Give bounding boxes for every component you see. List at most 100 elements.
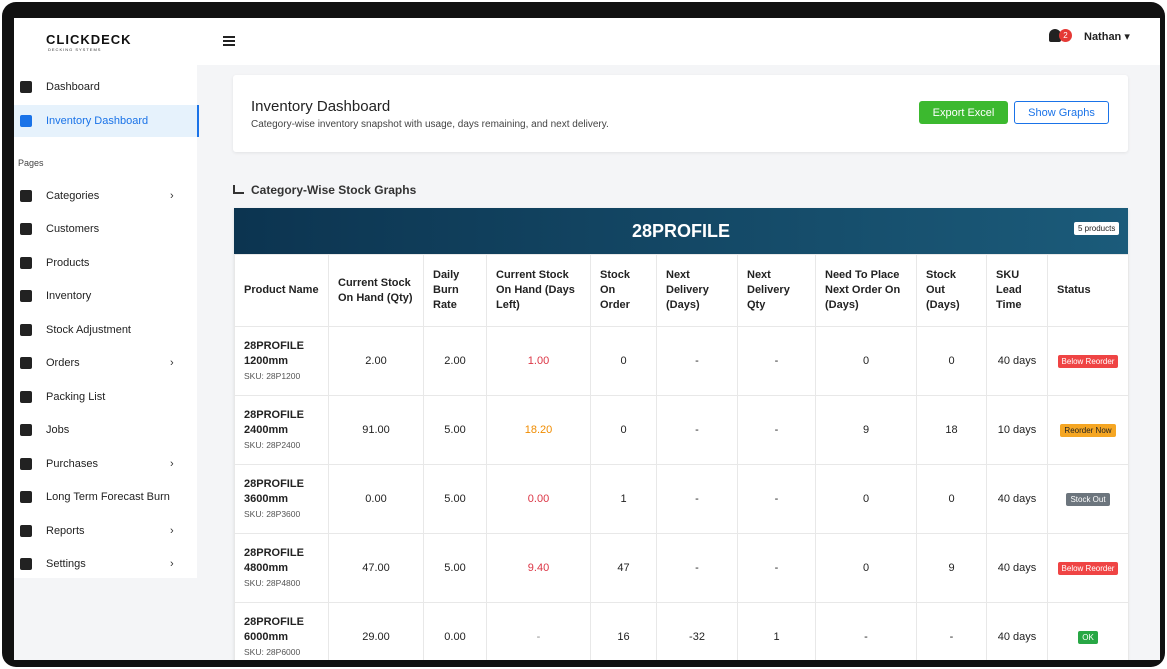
nav-icon <box>20 424 32 437</box>
nav-icon <box>20 357 32 370</box>
nav-label: Purchases <box>46 457 98 470</box>
product-sku: SKU: 28P1200 <box>244 370 301 381</box>
table-cell: - <box>737 533 816 603</box>
table-cell: 5.00 <box>423 395 487 465</box>
product-cell: 28PROFILE 4800mm SKU: 28P4800 <box>234 533 329 603</box>
user-menu[interactable]: Nathan ▾ <box>1084 31 1130 43</box>
nav-item[interactable]: Stock Adjustment <box>14 314 197 346</box>
nav-item[interactable]: Inventory Dashboard <box>14 105 199 137</box>
nav-icon <box>20 190 32 202</box>
nav-icon <box>20 491 32 504</box>
nav-icon <box>20 256 32 269</box>
column-header: SKU Lead Time <box>986 254 1048 327</box>
product-cell: 28PROFILE 6000mm SKU: 28P6000 <box>234 602 329 660</box>
nav-label: Packing List <box>46 390 106 403</box>
nav-label: Inventory <box>46 290 92 303</box>
table-cell: 1 <box>737 602 816 660</box>
table-cell: - <box>815 602 917 660</box>
nav-item[interactable]: Settings › <box>14 548 197 580</box>
column-header: Next Delivery (Days) <box>656 254 738 327</box>
column-header: Daily Burn Rate <box>423 254 487 327</box>
nav-item[interactable]: Purchases › <box>14 448 197 480</box>
category-name: 28PROFILE <box>631 220 731 241</box>
table-cell: - <box>737 326 816 396</box>
nav-item[interactable]: Dashboard <box>14 71 197 103</box>
nav-item[interactable]: Customers <box>14 213 197 245</box>
product-name: 28PROFILE 1200mm <box>244 339 304 367</box>
table-cell: 9.40 <box>486 533 591 603</box>
status-cell: OK <box>1047 602 1129 660</box>
graphs-button[interactable]: Show Graphs <box>1014 101 1109 124</box>
nav-item[interactable]: Packing List <box>14 381 197 413</box>
nav-item[interactable]: Products <box>14 247 197 279</box>
status-cell: Stock Out <box>1047 464 1129 534</box>
table-cell: 0 <box>815 326 917 396</box>
table-cell: - <box>656 533 738 603</box>
chart-icon <box>233 185 244 194</box>
table-row: 28PROFILE 6000mm SKU: 28P6000 29.00 0.00-16… <box>234 602 1129 660</box>
brand-name: CLICKDECK <box>46 32 132 47</box>
nav-label: Jobs <box>46 424 70 437</box>
nav-item[interactable]: Categories › <box>14 180 197 212</box>
table-cell: 18 <box>916 395 987 465</box>
section-label: Pages <box>18 158 44 168</box>
table-cell: - <box>916 602 987 660</box>
table-cell: 2.00 <box>423 326 487 396</box>
table-cell: 2.00 <box>328 326 424 396</box>
product-sku: SKU: 28P3600 <box>244 508 301 519</box>
user-name: Nathan <box>1084 31 1122 43</box>
status-badge: Stock Out <box>1066 493 1110 506</box>
table-card: 28PROFILE 5 products Product Name Current… <box>234 208 1129 660</box>
nav-item[interactable]: Reports › <box>14 515 197 547</box>
nav-label: Dashboard <box>46 81 100 93</box>
column-header: Need To Place Next Order On (Days) <box>815 254 917 327</box>
nav-label: Inventory Dashboard <box>46 115 149 127</box>
table-cell: 0 <box>590 326 657 396</box>
export-label: Export Excel <box>932 106 995 119</box>
nav-label: Reports <box>46 524 85 537</box>
product-sku: SKU: 28P4800 <box>244 577 301 588</box>
table-cell: -32 <box>656 602 738 660</box>
table-cell: 0 <box>916 464 987 534</box>
chevron: › <box>170 457 174 470</box>
menu-toggle[interactable] <box>223 36 235 46</box>
table-cell: 5.00 <box>423 533 487 603</box>
chevron: › <box>170 557 174 570</box>
notification-bell[interactable] <box>1049 29 1061 42</box>
page-subtitle: Category-wise inventory snapshot with us… <box>251 119 609 130</box>
nav-label: Customers <box>46 223 100 236</box>
header-card: Inventory Dashboard Category-wise invent… <box>233 75 1128 152</box>
category-banner: 28PROFILE <box>234 208 1128 254</box>
table-row: 28PROFILE 2400mm SKU: 28P2400 91.00 5.00 18.… <box>234 395 1129 465</box>
column-header: Stock On Order <box>590 254 657 327</box>
nav-icon <box>20 557 32 570</box>
topbar: 2 Nathan ▾ <box>197 18 1160 65</box>
brand-tagline: DECKING SYSTEMS <box>48 47 102 52</box>
table-cell: - <box>737 464 816 534</box>
nav-item[interactable]: Orders › <box>14 347 197 379</box>
table-cell: 18.20 <box>486 395 591 465</box>
table-cell: - <box>737 395 816 465</box>
column-header: Next Delivery Qty <box>737 254 816 327</box>
table-cell: 9 <box>916 533 987 603</box>
nav-item[interactable]: Inventory <box>14 280 197 312</box>
table-cell: 47.00 <box>328 533 424 603</box>
notification-count: 2 <box>1059 29 1072 42</box>
table-cell: - <box>486 602 591 660</box>
sidebar: CLICKDECK DECKING SYSTEMS Pages Dashboar… <box>14 18 199 580</box>
status-badge: Below Reorder <box>1057 355 1119 368</box>
table-cell: 10 days <box>986 395 1048 465</box>
column-header: Stock Out (Days) <box>916 254 987 327</box>
table-cell: - <box>656 395 738 465</box>
product-cell: 28PROFILE 1200mm SKU: 28P1200 <box>234 326 329 396</box>
nav-item[interactable]: Long Term Forecast Burn <box>14 481 197 513</box>
nav-icon <box>20 290 32 303</box>
chevron: › <box>170 357 174 370</box>
column-header: Product Name <box>234 254 329 327</box>
nav-icon <box>20 524 32 537</box>
nav-icon <box>20 323 32 336</box>
product-cell: 28PROFILE 2400mm SKU: 28P2400 <box>234 395 329 465</box>
nav-icon <box>20 115 32 127</box>
nav-item[interactable]: Jobs <box>14 414 197 446</box>
export-button[interactable]: Export Excel <box>919 101 1008 124</box>
